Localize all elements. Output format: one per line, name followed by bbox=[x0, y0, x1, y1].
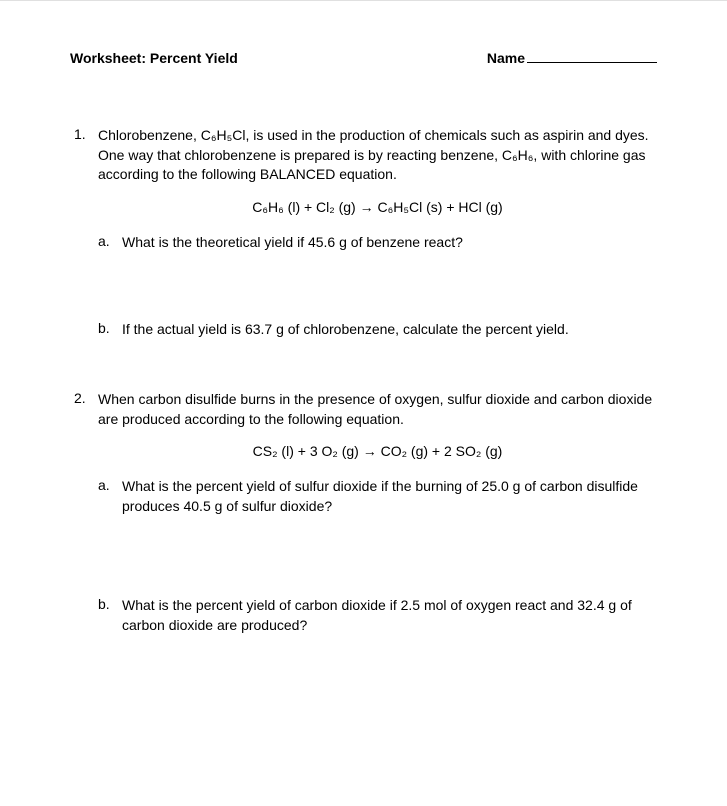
subpart-b: b. If the actual yield is 63.7 g of chlo… bbox=[98, 320, 657, 340]
subpart-text: What is the percent yield of sulfur diox… bbox=[122, 477, 657, 516]
equation: C₆H₆ (l) + Cl₂ (g) → C₆H₅Cl (s) + HCl (g… bbox=[98, 199, 657, 215]
problem-2: 2. When carbon disulfide burns in the pr… bbox=[70, 390, 657, 636]
header: Worksheet: Percent Yield Name bbox=[70, 49, 657, 66]
worksheet-page: Worksheet: Percent Yield Name 1. Chlorob… bbox=[0, 0, 727, 806]
problem-number: 2. bbox=[74, 390, 98, 429]
problem-number: 1. bbox=[74, 126, 98, 185]
subpart-b: b. What is the percent yield of carbon d… bbox=[98, 596, 657, 635]
subpart-letter: b. bbox=[98, 596, 122, 635]
problem-1: 1. Chlorobenzene, C₆H₅Cl, is used in the… bbox=[70, 126, 657, 340]
worksheet-title: Worksheet: Percent Yield bbox=[70, 50, 238, 66]
subpart-a: a. What is the percent yield of sulfur d… bbox=[98, 477, 657, 516]
problem-intro: 1. Chlorobenzene, C₆H₅Cl, is used in the… bbox=[98, 126, 657, 185]
problem-intro: 2. When carbon disulfide burns in the pr… bbox=[98, 390, 657, 429]
name-field: Name bbox=[487, 49, 657, 66]
name-label: Name bbox=[487, 50, 525, 66]
subpart-text: What is the theoretical yield if 45.6 g … bbox=[122, 233, 463, 253]
problem-text: When carbon disulfide burns in the prese… bbox=[98, 390, 657, 429]
subpart-letter: a. bbox=[98, 233, 122, 253]
subpart-a: a. What is the theoretical yield if 45.6… bbox=[98, 233, 657, 253]
problem-text: Chlorobenzene, C₆H₅Cl, is used in the pr… bbox=[98, 126, 657, 185]
name-input-line[interactable] bbox=[527, 49, 657, 63]
subpart-letter: b. bbox=[98, 320, 122, 340]
subpart-text: If the actual yield is 63.7 g of chlorob… bbox=[122, 320, 569, 340]
equation: CS₂ (l) + 3 O₂ (g) → CO₂ (g) + 2 SO₂ (g) bbox=[98, 443, 657, 459]
subpart-text: What is the percent yield of carbon diox… bbox=[122, 596, 657, 635]
subpart-letter: a. bbox=[98, 477, 122, 516]
